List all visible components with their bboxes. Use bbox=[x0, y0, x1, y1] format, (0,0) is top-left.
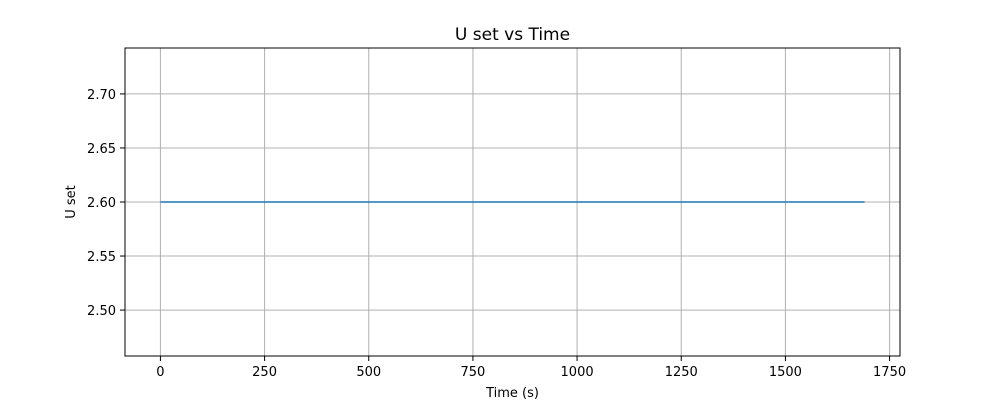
y-tick-label: 2.65 bbox=[87, 142, 116, 157]
x-axis: 0 250 500 750 1000 1250 1500 1750 bbox=[156, 356, 906, 380]
y-tick-label: 2.55 bbox=[87, 250, 116, 265]
x-tick-label: 1750 bbox=[873, 365, 906, 380]
x-tick-label: 750 bbox=[461, 365, 486, 380]
y-tick-label: 2.60 bbox=[87, 196, 116, 211]
x-tick-label: 500 bbox=[356, 365, 381, 380]
y-axis-label: U set bbox=[64, 185, 79, 219]
x-axis-label: Time (s) bbox=[485, 386, 539, 400]
x-tick-label: 1000 bbox=[561, 365, 594, 380]
x-tick-label: 1250 bbox=[665, 365, 698, 380]
x-tick-label: 250 bbox=[252, 365, 277, 380]
x-tick-label: 1500 bbox=[769, 365, 802, 380]
y-axis: 2.50 2.55 2.60 2.65 2.70 bbox=[87, 88, 125, 319]
y-tick-label: 2.70 bbox=[87, 88, 116, 103]
y-tick-label: 2.50 bbox=[87, 304, 116, 319]
chart-title: U set vs Time bbox=[455, 25, 570, 45]
x-tick-label: 0 bbox=[156, 365, 164, 380]
